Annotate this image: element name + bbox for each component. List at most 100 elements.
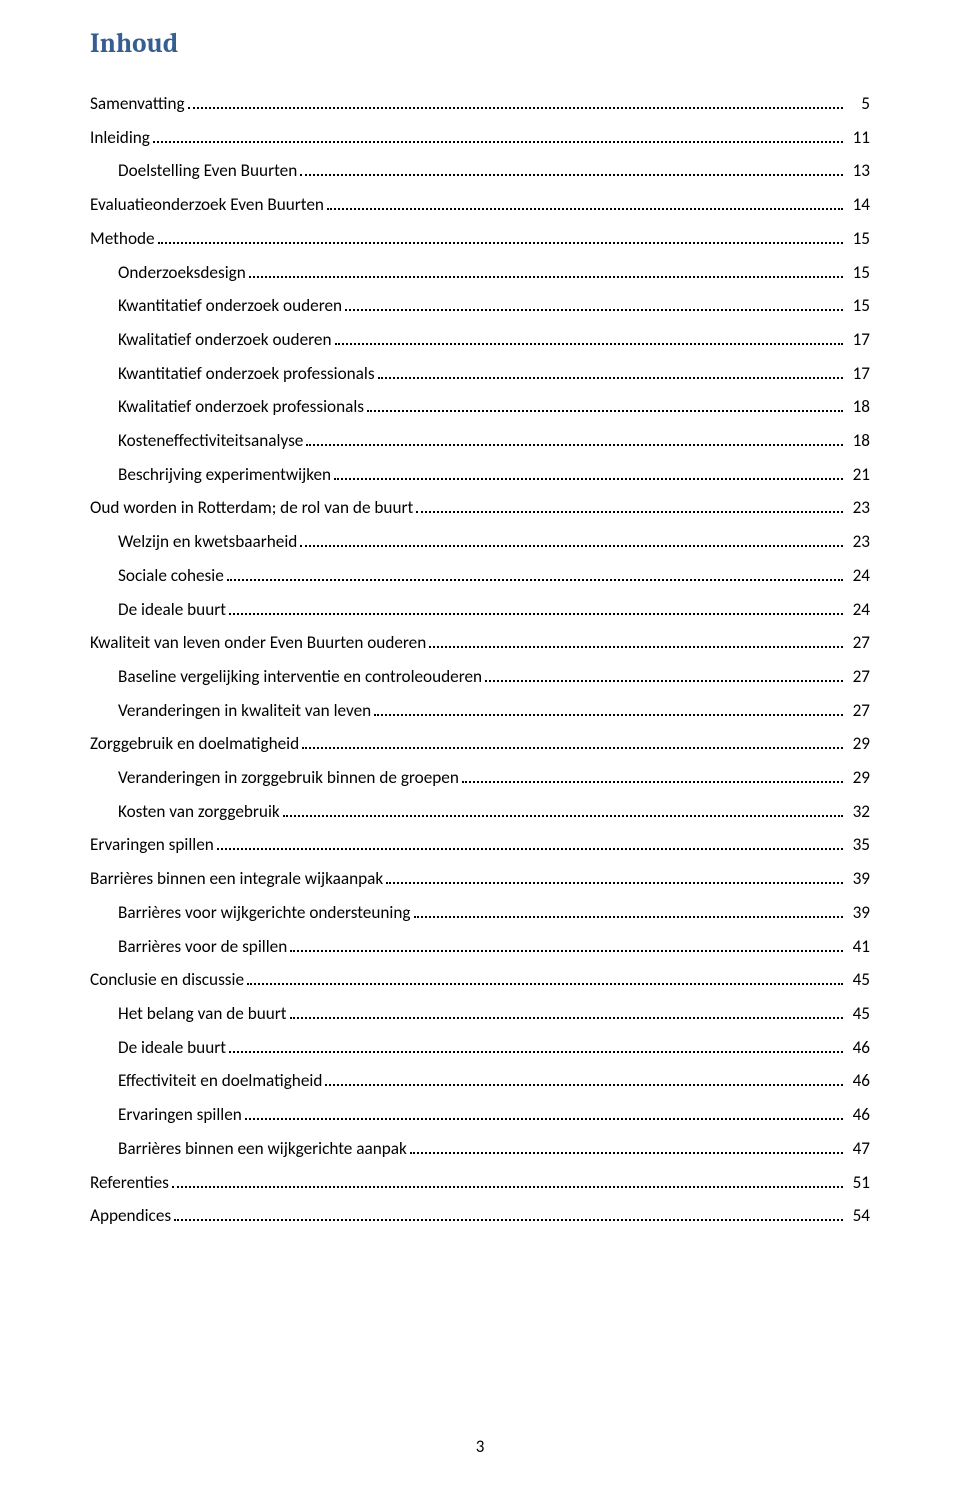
toc-entry-page: 29	[846, 735, 870, 752]
toc-entry[interactable]: Barrières binnen een wijkgerichte aanpak…	[90, 1140, 870, 1157]
toc-entry[interactable]: Barrières binnen een integrale wijkaanpa…	[90, 870, 870, 887]
toc-entry-label: Methode	[90, 230, 155, 247]
toc-entry[interactable]: Ervaringen spillen35	[90, 836, 870, 853]
toc-entry[interactable]: Sociale cohesie24	[90, 567, 870, 584]
toc-entry-page: 32	[846, 803, 870, 820]
toc-entry[interactable]: Referenties51	[90, 1174, 870, 1191]
toc-entry[interactable]: Baseline vergelijking interventie en con…	[90, 668, 870, 685]
toc-entry-label: Kwantitatief onderzoek ouderen	[118, 297, 342, 314]
toc-entry[interactable]: Kwalitatief onderzoek ouderen17	[90, 331, 870, 348]
toc-entry-page: 27	[846, 702, 870, 719]
toc-entry[interactable]: Effectiviteit en doelmatigheid46	[90, 1072, 870, 1089]
toc-leader-dots	[462, 781, 843, 783]
toc-entry-label: De ideale buurt	[118, 601, 226, 618]
toc-entry-label: Barrières voor de spillen	[118, 938, 287, 955]
toc-entry[interactable]: Evaluatieonderzoek Even Buurten14	[90, 196, 870, 213]
toc-leader-dots	[485, 680, 843, 682]
toc-leader-dots	[345, 309, 843, 311]
toc-entry-page: 51	[846, 1174, 870, 1191]
toc-entry[interactable]: Kwalitatief onderzoek professionals18	[90, 398, 870, 415]
toc-entry-page: 27	[846, 634, 870, 651]
toc-entry[interactable]: Kwantitatief onderzoek professionals17	[90, 365, 870, 382]
toc-entry-label: Kwalitatief onderzoek professionals	[118, 398, 364, 415]
toc-entry-page: 39	[846, 904, 870, 921]
toc-entry[interactable]: Veranderingen in zorggebruik binnen de g…	[90, 769, 870, 786]
toc-leader-dots	[327, 208, 843, 210]
toc-entry[interactable]: Kwaliteit van leven onder Even Buurten o…	[90, 634, 870, 651]
toc-entry-page: 46	[846, 1039, 870, 1056]
toc-entry-label: Onderzoeksdesign	[118, 264, 246, 281]
toc-entry-page: 15	[846, 297, 870, 314]
toc-entry-label: Sociale cohesie	[118, 567, 224, 584]
toc-entry-page: 18	[846, 432, 870, 449]
toc-entry-page: 45	[846, 971, 870, 988]
toc-entry-page: 46	[846, 1072, 870, 1089]
toc-entry-label: Zorggebruik en doelmatigheid	[90, 735, 299, 752]
toc-entry-label: Oud worden in Rotterdam; de rol van de b…	[90, 499, 413, 516]
toc-leader-dots	[335, 343, 844, 345]
toc-entry-label: Barrières binnen een wijkgerichte aanpak	[118, 1140, 407, 1157]
toc-leader-dots	[229, 1051, 843, 1053]
toc-leader-dots	[300, 545, 843, 547]
toc-entry[interactable]: De ideale buurt 24	[90, 601, 870, 618]
toc-entry[interactable]: Oud worden in Rotterdam; de rol van de b…	[90, 499, 870, 516]
toc-entry[interactable]: Barrières voor wijkgerichte ondersteunin…	[90, 904, 870, 921]
toc-leader-dots	[302, 747, 843, 749]
toc-leader-dots	[290, 1017, 843, 1019]
toc-leader-dots	[249, 276, 843, 278]
toc-entry[interactable]: Veranderingen in kwaliteit van leven 27	[90, 702, 870, 719]
toc-entry[interactable]: Kosteneffectiviteitsanalyse 18	[90, 432, 870, 449]
toc-entry-label: Kwantitatief onderzoek professionals	[118, 365, 375, 382]
toc-entry[interactable]: Appendices54	[90, 1207, 870, 1224]
toc-entry-label: Baseline vergelijking interventie en con…	[118, 668, 482, 685]
toc-entry[interactable]: Beschrijving experimentwijken21	[90, 466, 870, 483]
toc-entry-label: Barrières voor wijkgerichte ondersteunin…	[118, 904, 411, 921]
toc-entry[interactable]: Het belang van de buurt45	[90, 1005, 870, 1022]
toc-entry-page: 47	[846, 1140, 870, 1157]
toc-entry[interactable]: Inleiding11	[90, 129, 870, 146]
toc-leader-dots	[217, 848, 843, 850]
toc-entry[interactable]: Samenvatting5	[90, 95, 870, 112]
toc-entry-label: Veranderingen in kwaliteit van leven	[118, 702, 371, 719]
toc-entry-page: 23	[846, 499, 870, 516]
toc-entry-page: 15	[846, 264, 870, 281]
toc-entry[interactable]: Doelstelling Even Buurten13	[90, 162, 870, 179]
toc-entry[interactable]: Zorggebruik en doelmatigheid 29	[90, 735, 870, 752]
toc-entry[interactable]: Welzijn en kwetsbaarheid 23	[90, 533, 870, 550]
toc-entry[interactable]: Kosten van zorggebruik32	[90, 803, 870, 820]
toc-entry[interactable]: Ervaringen spillen46	[90, 1106, 870, 1123]
toc-leader-dots	[290, 950, 843, 952]
toc-entry-page: 15	[846, 230, 870, 247]
toc-entry[interactable]: Onderzoeksdesign 15	[90, 264, 870, 281]
toc-entry-label: Doelstelling Even Buurten	[118, 162, 297, 179]
toc-entry[interactable]: Conclusie en discussie 45	[90, 971, 870, 988]
toc-entry-page: 41	[846, 938, 870, 955]
toc-entry-label: Samenvatting	[90, 95, 185, 112]
toc-leader-dots	[416, 511, 843, 513]
toc-entry[interactable]: Methode 15	[90, 230, 870, 247]
toc-leader-dots	[247, 983, 843, 985]
toc-entry-label: Welzijn en kwetsbaarheid	[118, 533, 297, 550]
toc-entry-page: 24	[846, 601, 870, 618]
toc-entry[interactable]: Barrières voor de spillen 41	[90, 938, 870, 955]
toc-entry-label: Conclusie en discussie	[90, 971, 244, 988]
toc-leader-dots	[410, 1152, 843, 1154]
toc-entry-label: De ideale buurt	[118, 1039, 226, 1056]
toc-leader-dots	[172, 1186, 843, 1188]
toc-entry[interactable]: De ideale buurt 46	[90, 1039, 870, 1056]
toc-leader-dots	[300, 174, 843, 176]
toc-leader-dots	[158, 242, 843, 244]
toc-entry-page: 23	[846, 533, 870, 550]
toc-entry-page: 29	[846, 769, 870, 786]
toc-leader-dots	[153, 141, 843, 143]
toc-entry-label: Beschrijving experimentwijken	[118, 466, 331, 483]
toc-entry-page: 46	[846, 1106, 870, 1123]
toc-entry[interactable]: Kwantitatief onderzoek ouderen 15	[90, 297, 870, 314]
toc-entry-page: 35	[846, 836, 870, 853]
page-number: 3	[0, 1436, 960, 1457]
toc-leader-dots	[227, 579, 843, 581]
toc-entry-page: 45	[846, 1005, 870, 1022]
toc-entry-page: 27	[846, 668, 870, 685]
toc-entry-label: Kosteneffectiviteitsanalyse	[118, 432, 303, 449]
toc-leader-dots	[367, 410, 843, 412]
